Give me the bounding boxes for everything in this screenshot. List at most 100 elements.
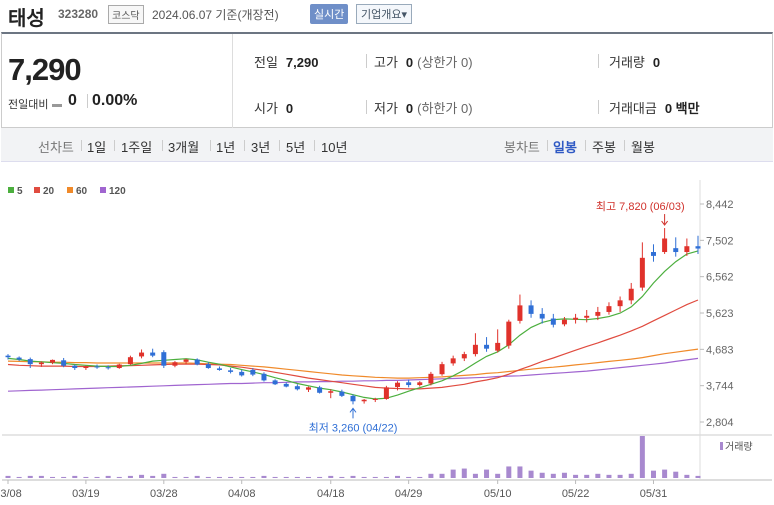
volume-bar	[495, 473, 501, 478]
candle-body	[150, 352, 156, 356]
y-tick-label: 7,502	[706, 235, 734, 247]
x-tick-label: 03/19	[72, 488, 100, 500]
divider	[624, 140, 625, 151]
high-price: 고가 0 (상한가 0)	[374, 55, 473, 70]
candle-body	[139, 352, 145, 357]
candle-body	[517, 305, 523, 321]
volume-bar	[550, 473, 556, 478]
stock-name: 태성	[8, 8, 45, 30]
divider	[114, 140, 115, 151]
y-tick-label: 4,683	[706, 344, 734, 356]
candle-weekly[interactable]: 주봉	[592, 140, 616, 155]
volume-bar	[561, 472, 567, 478]
candle-body	[239, 371, 245, 376]
volume-bar	[272, 476, 278, 478]
candle-body	[628, 288, 634, 301]
market-badge: 코스닥	[108, 5, 144, 24]
period-1w[interactable]: 1주일	[121, 140, 153, 155]
candle-body	[695, 246, 701, 249]
divider	[598, 100, 599, 114]
company-overview-button[interactable]: 기업개요▾	[356, 4, 413, 24]
candle-body	[372, 398, 378, 400]
candle-body	[383, 387, 389, 399]
candle-monthly[interactable]: 월봉	[631, 140, 655, 155]
candle-body	[194, 359, 200, 365]
candle-body	[350, 395, 356, 402]
current-price: 7,290	[8, 52, 82, 87]
x-tick-label: 05/31	[640, 488, 668, 500]
candle-body	[506, 321, 512, 346]
candle-body	[406, 382, 412, 386]
candle-body	[650, 252, 656, 256]
volume-bar	[5, 475, 11, 478]
y-tick-label: 2,804	[706, 417, 734, 429]
legend-swatch	[100, 187, 106, 193]
volume-bar	[72, 475, 78, 478]
x-tick-label: 04/18	[317, 488, 345, 500]
candle-body	[161, 352, 167, 366]
volume-bar	[673, 471, 679, 478]
low-annotation-label: 최저 3,260 (04/22)	[309, 421, 398, 434]
period-5y[interactable]: 5년	[286, 140, 306, 155]
candle-body	[573, 317, 579, 320]
divider	[366, 54, 367, 68]
open-price: 시가 0	[254, 101, 294, 116]
divider	[162, 140, 163, 151]
candle-body	[673, 248, 679, 253]
moving-average-ma60	[7, 348, 699, 379]
volume-bar	[517, 466, 523, 478]
candle-body	[261, 373, 267, 381]
volume-bar	[461, 468, 467, 478]
legend-swatch	[34, 187, 40, 193]
volume-bar	[339, 476, 345, 478]
candle-daily[interactable]: 일봉	[553, 140, 577, 155]
divider	[585, 140, 586, 151]
period-3y[interactable]: 3년	[251, 140, 271, 155]
volume-bar	[38, 475, 44, 478]
moving-average-ma120	[7, 357, 699, 392]
volume-bar	[139, 474, 145, 478]
candle-body	[461, 354, 467, 359]
realtime-button[interactable]: 실시간	[310, 4, 349, 24]
candle-body	[116, 364, 122, 369]
quote-panel: 7,290 전일대비 0 0.00% 전일 7,290 고가 0 (상한가 0) 거래…	[1, 32, 773, 128]
volume-bar	[650, 470, 656, 478]
volume-bar	[383, 476, 389, 478]
candle-body	[606, 306, 612, 312]
divider	[210, 140, 211, 151]
high-annotation-label: 최고 7,820 (06/03)	[596, 200, 685, 213]
volume-bar	[472, 473, 478, 478]
legend-label: 5	[17, 186, 23, 197]
flat-icon	[51, 103, 62, 107]
candle-body	[27, 359, 33, 365]
volume-bar	[528, 470, 534, 478]
candle-body	[584, 315, 590, 318]
volume-bar	[27, 475, 33, 478]
x-tick-label: 03/28	[150, 488, 178, 500]
x-tick-label: 03/08	[0, 488, 22, 500]
x-tick-label: 04/29	[395, 488, 423, 500]
volume-bar	[406, 476, 412, 478]
volume-bar	[628, 473, 634, 478]
candle-body	[183, 359, 189, 362]
y-tick-label: 5,623	[706, 308, 734, 320]
volume-bar	[606, 474, 612, 478]
candle-body	[250, 369, 256, 375]
period-3m[interactable]: 3개월	[168, 140, 200, 155]
candle-body	[428, 373, 434, 384]
y-tick-label: 3,744	[706, 381, 734, 393]
period-10y[interactable]: 10년	[321, 140, 348, 155]
volume-bar	[539, 472, 545, 478]
volume-bar	[428, 473, 434, 478]
volume-bar	[61, 476, 67, 478]
period-1d[interactable]: 1일	[87, 140, 107, 155]
candle-body	[305, 387, 311, 390]
legend-swatch	[67, 187, 73, 193]
volume-bar	[94, 476, 100, 478]
candle-body	[205, 364, 211, 369]
volume-bar	[194, 475, 200, 478]
volume-legend-swatch	[720, 442, 723, 450]
volume-bar	[294, 476, 300, 478]
period-1y[interactable]: 1년	[216, 140, 236, 155]
